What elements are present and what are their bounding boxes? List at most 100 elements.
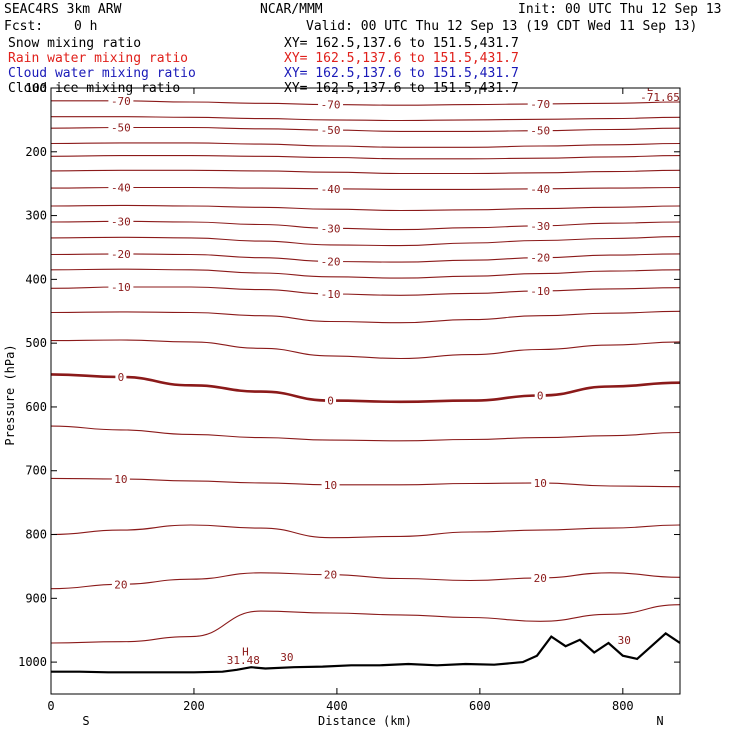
isotherm-label-bg <box>321 478 340 491</box>
isotherm-label-bg <box>527 251 553 264</box>
isotherm-line <box>51 286 680 296</box>
isotherm-line <box>51 220 680 231</box>
isotherm-label: -30 <box>530 220 550 233</box>
isotherm-label-bg <box>108 215 134 228</box>
isotherm-line <box>51 236 680 247</box>
y-tick-label: 600 <box>25 400 47 414</box>
isotherm-label-bg <box>108 94 134 107</box>
chart-annotation: L <box>647 81 654 94</box>
isotherm-label-bg <box>108 281 134 294</box>
field-label-snow: Snow mixing ratio <box>8 36 141 51</box>
isotherm-line <box>51 310 680 324</box>
isotherm-label: 10 <box>114 473 127 486</box>
terrain-line <box>51 632 680 674</box>
y-tick-label: 400 <box>25 272 47 286</box>
isotherm-label: -10 <box>321 288 341 301</box>
isotherm-line <box>51 253 680 263</box>
isotherm-line <box>51 100 680 106</box>
isotherm-label: -30 <box>111 215 131 228</box>
isotherm-line <box>51 373 680 404</box>
y-tick-label: 300 <box>25 209 47 223</box>
isotherm-label: 10 <box>534 477 547 490</box>
isotherm-label: -20 <box>111 248 131 261</box>
isotherm-label-bg <box>318 182 344 195</box>
isotherm-line <box>51 116 680 122</box>
isotherm-label-bg <box>108 181 134 194</box>
y-tick-label: 500 <box>25 336 47 350</box>
x-tick-label: 0 <box>47 699 54 713</box>
isotherm-label: -20 <box>530 252 550 265</box>
isotherm-label-bg <box>531 571 550 584</box>
isotherm-label: -50 <box>530 125 550 138</box>
isotherm-label: -40 <box>111 182 131 195</box>
y-tick-label: 1000 <box>18 655 47 669</box>
field-label-cloud-water: Cloud water mixing ratio <box>8 66 196 81</box>
isotherm-label: -70 <box>530 98 550 111</box>
isotherm-line <box>51 268 680 279</box>
valid-time: Valid: 00 UTC Thu 12 Sep 13 (19 CDT Wed … <box>306 19 697 34</box>
isotherm-label-bg <box>321 568 340 581</box>
x-tick-label: 400 <box>326 699 348 713</box>
y-axis-label: Pressure (hPa) <box>3 344 17 445</box>
isotherm-line <box>51 186 680 190</box>
isotherm-line <box>51 204 680 212</box>
field-xy-rain: XY= 162.5,137.6 to 151.5,431.7 <box>284 51 519 66</box>
isotherm-label-bg <box>527 284 553 297</box>
x-tick-label: 800 <box>612 699 634 713</box>
org-label: NCAR/MMM <box>260 2 323 17</box>
field-xy-snow: XY= 162.5,137.6 to 151.5,431.7 <box>284 36 519 51</box>
isotherm-label: -40 <box>321 183 341 196</box>
isotherm-line <box>51 339 680 360</box>
isotherm-label: -30 <box>321 222 341 235</box>
chart-annotation: -71.65 <box>640 91 680 104</box>
isotherm-line <box>51 169 680 175</box>
isotherm-label-bg <box>108 247 134 260</box>
isotherm-label: -10 <box>530 285 550 298</box>
isotherm-label: -70 <box>111 95 131 108</box>
isotherm-label-bg <box>318 288 344 301</box>
isotherm-label: -50 <box>321 124 341 137</box>
y-tick-label: 200 <box>25 145 47 159</box>
isotherm-label-bg <box>318 98 344 111</box>
plot-area: -70 -70 -70 -50 -50 -50 -40 -40 -40 -30 -30 -30 -20 -… <box>51 81 680 674</box>
isotherm-line <box>51 126 680 132</box>
isotherm-line <box>51 572 680 590</box>
south-end-label: S <box>82 714 89 728</box>
isotherm-label-bg <box>527 219 553 232</box>
isotherm-line <box>51 477 680 488</box>
isotherm-label: 0 <box>327 395 334 408</box>
fcst-label: Fcst: <box>4 19 43 34</box>
isotherm-label: -20 <box>321 256 341 269</box>
chart-annotation: H <box>242 646 249 659</box>
isotherm-label-bg <box>111 473 130 486</box>
isotherm-label: -40 <box>530 183 550 196</box>
isotherm-label-bg <box>534 389 546 402</box>
isotherm-label: 10 <box>324 479 337 492</box>
isotherm-label: -50 <box>111 122 131 135</box>
isotherm-label: 0 <box>537 389 544 402</box>
x-axis-label: Distance (km) <box>318 714 412 728</box>
plot-frame <box>50 87 681 695</box>
isotherm-label-bg <box>318 124 344 137</box>
y-tick-label: 800 <box>25 528 47 542</box>
isotherm-line <box>51 155 680 160</box>
north-end-label: N <box>656 714 663 728</box>
isotherm-label-bg <box>527 182 553 195</box>
isotherm-label: 0 <box>118 371 125 384</box>
y-tick-label: 900 <box>25 591 47 605</box>
isotherm-line <box>51 425 680 442</box>
isotherm-label: -70 <box>321 99 341 112</box>
x-tick-label: 600 <box>469 699 491 713</box>
y-tick-label: 700 <box>25 464 47 478</box>
fcst-value: 0 h <box>74 19 97 34</box>
field-label-rain: Rain water mixing ratio <box>8 51 188 66</box>
chart-annotation: 30 <box>618 634 631 647</box>
isotherm-label-bg <box>111 578 130 591</box>
x-tick-label: 200 <box>183 699 205 713</box>
isotherm-line <box>51 524 680 539</box>
isotherm-label-bg <box>527 124 553 137</box>
isotherm-label-bg <box>318 255 344 268</box>
chart-annotation: 30 <box>280 651 293 664</box>
isotherm-label: -10 <box>111 281 131 294</box>
